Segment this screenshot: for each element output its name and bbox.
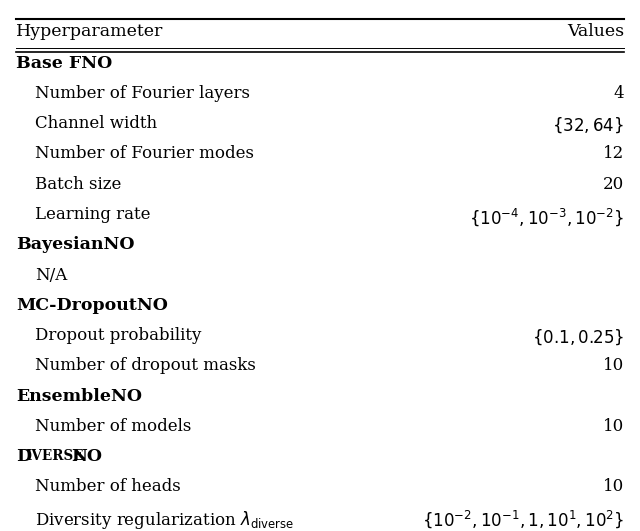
Text: 4: 4 <box>613 85 624 102</box>
Text: 20: 20 <box>603 176 624 193</box>
Text: D: D <box>16 448 31 465</box>
Text: 10: 10 <box>603 357 624 374</box>
Text: N/A: N/A <box>35 267 67 284</box>
Text: $\{0.1, 0.25\}$: $\{0.1, 0.25\}$ <box>532 327 624 347</box>
Text: Number of Fourier layers: Number of Fourier layers <box>35 85 250 102</box>
Text: $\{10^{-2}, 10^{-1}, 1, 10^{1}, 10^{2}\}$: $\{10^{-2}, 10^{-1}, 1, 10^{1}, 10^{2}\}… <box>422 509 624 530</box>
Text: $\{32, 64\}$: $\{32, 64\}$ <box>552 115 624 135</box>
Text: Values: Values <box>567 23 624 40</box>
Text: Number of models: Number of models <box>35 418 191 435</box>
Text: Base FNO: Base FNO <box>16 55 112 72</box>
Text: Number of heads: Number of heads <box>35 478 181 495</box>
Text: 10: 10 <box>603 478 624 495</box>
Text: BayesianNO: BayesianNO <box>16 236 134 253</box>
Text: Learning rate: Learning rate <box>35 206 150 223</box>
Text: Batch size: Batch size <box>35 176 122 193</box>
Text: MC-DropoutNO: MC-DropoutNO <box>16 297 168 314</box>
Text: Number of dropout masks: Number of dropout masks <box>35 357 256 374</box>
Text: Channel width: Channel width <box>35 115 157 132</box>
Text: EnsembleNO: EnsembleNO <box>16 388 142 405</box>
Text: 10: 10 <box>603 418 624 435</box>
Text: Number of Fourier modes: Number of Fourier modes <box>35 145 254 162</box>
Text: Hyperparameter: Hyperparameter <box>16 23 163 40</box>
Text: $\{10^{-4}, 10^{-3}, 10^{-2}\}$: $\{10^{-4}, 10^{-3}, 10^{-2}\}$ <box>469 206 624 228</box>
Text: IVERSE: IVERSE <box>25 449 83 463</box>
Text: Dropout probability: Dropout probability <box>35 327 202 344</box>
Text: Diversity regularization $\lambda_{\mathrm{diverse}}$: Diversity regularization $\lambda_{\math… <box>35 509 294 530</box>
Text: 12: 12 <box>603 145 624 162</box>
Text: NO: NO <box>72 448 102 465</box>
